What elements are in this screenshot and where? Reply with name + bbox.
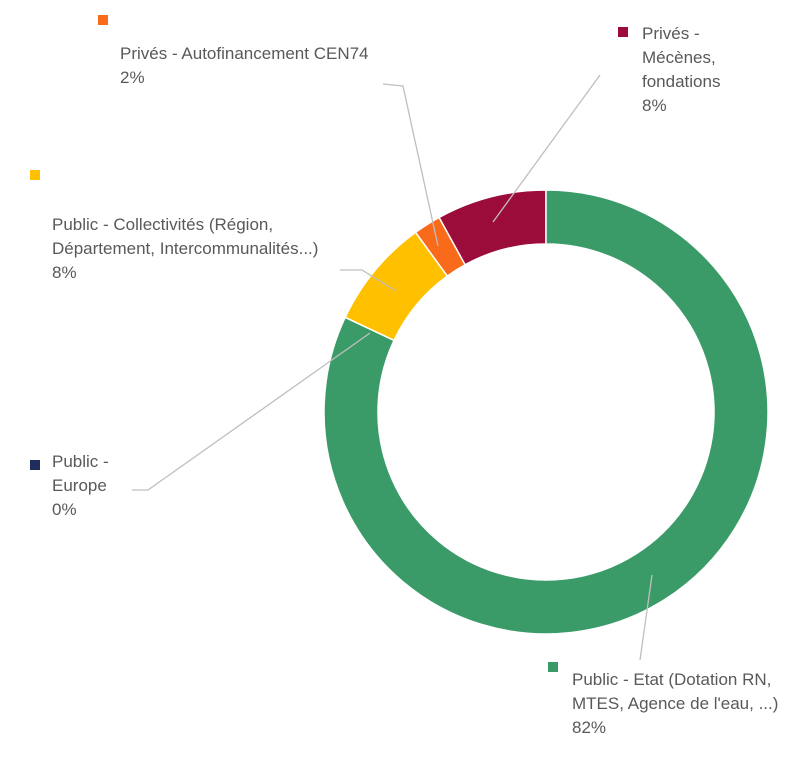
value-label: 82% xyxy=(572,718,607,737)
value-label: 8% xyxy=(52,263,77,282)
leader-line xyxy=(492,74,601,223)
donut-segment xyxy=(344,231,449,342)
data-label: Privés - Autofinancement CEN74 2% xyxy=(120,42,390,90)
data-label: Public - Europe 0% xyxy=(52,450,142,522)
category-label: Privés - Autofinancement CEN74 xyxy=(120,44,369,63)
legend-swatch xyxy=(98,15,108,25)
category-label: Public - Etat (Dotation RN, MTES, Agence… xyxy=(572,670,779,713)
value-label: 8% xyxy=(642,96,667,115)
category-label: Public - Collectivités (Région, Départem… xyxy=(52,215,319,258)
value-label: 2% xyxy=(120,68,145,87)
leader-line xyxy=(340,269,397,292)
category-label: Public - Europe xyxy=(52,452,109,495)
legend-swatch xyxy=(618,27,628,37)
donut-segment xyxy=(323,189,769,635)
leader-line xyxy=(382,83,439,247)
donut-segment xyxy=(414,216,467,278)
leader-line xyxy=(639,574,653,661)
legend-swatch xyxy=(548,662,558,672)
data-label: Privés - Mécènes, fondations 8% xyxy=(642,22,762,118)
legend-swatch xyxy=(30,170,40,180)
data-label: Public - Etat (Dotation RN, MTES, Agence… xyxy=(572,668,792,740)
legend-swatch xyxy=(30,460,40,470)
value-label: 0% xyxy=(52,500,77,519)
leader-line xyxy=(132,332,371,491)
category-label: Privés - Mécènes, fondations xyxy=(642,24,721,91)
data-label: Public - Collectivités (Région, Départem… xyxy=(52,213,352,285)
